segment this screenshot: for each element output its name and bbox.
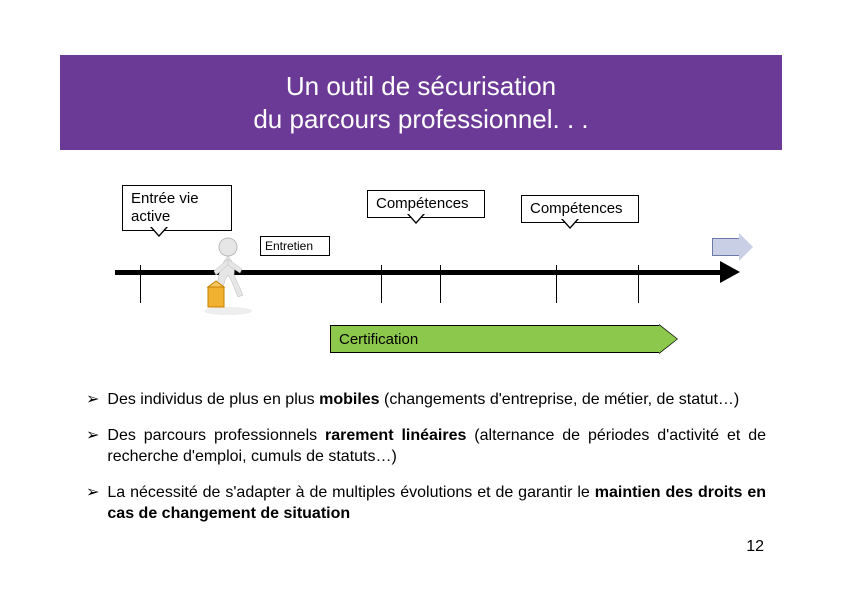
timeline-tick xyxy=(440,265,441,303)
timeline-diagram: Entrée vie active Compétences Compétence… xyxy=(0,170,842,370)
title-line-1: Un outil de sécurisation xyxy=(60,70,782,103)
callout-entry: Entrée vie active xyxy=(122,185,232,231)
timeline-tick xyxy=(556,265,557,303)
title-banner: Un outil de sécurisation du parcours pro… xyxy=(60,55,782,150)
certification-arrow-icon xyxy=(659,325,677,353)
bullet-marker-icon: ➢ xyxy=(86,390,99,410)
callout-competences-2: Compétences xyxy=(521,195,639,223)
bullet-text: Des parcours professionnels rarement lin… xyxy=(107,426,766,467)
callout-entry-tail xyxy=(150,227,168,237)
callout-comp1-tail xyxy=(407,214,425,224)
page-number: 12 xyxy=(746,538,764,556)
timeline-tick xyxy=(140,265,141,303)
timeline-tick xyxy=(381,265,382,303)
timeline-tick xyxy=(638,265,639,303)
callout-entretien: Entretien xyxy=(260,236,330,256)
bullet-marker-icon: ➢ xyxy=(86,426,99,467)
certification-label: Certification xyxy=(339,331,418,348)
timeline-arrowhead xyxy=(720,261,740,283)
title-line-2: du parcours professionnel. . . xyxy=(60,103,782,136)
bullet-text: La nécessité de s'adapter à de multiples… xyxy=(107,483,766,524)
bullet-marker-icon: ➢ xyxy=(86,483,99,524)
walking-figure-icon xyxy=(198,235,258,315)
callout-comp2-tail xyxy=(561,219,579,229)
bullet-item: ➢Des parcours professionnels rarement li… xyxy=(86,426,766,467)
small-arrow-head-icon xyxy=(739,233,753,261)
bullet-item: ➢ Des individus de plus en plus mobiles (… xyxy=(86,390,766,410)
callout-competences-1: Compétences xyxy=(367,190,485,218)
certification-bar: Certification xyxy=(330,325,660,353)
small-arrow-icon xyxy=(712,238,740,256)
bullet-item: ➢La nécessité de s'adapter à de multiple… xyxy=(86,483,766,524)
bullet-text: Des individus de plus en plus mobiles (c… xyxy=(107,390,739,410)
bullet-list: ➢ Des individus de plus en plus mobiles (… xyxy=(86,390,766,540)
